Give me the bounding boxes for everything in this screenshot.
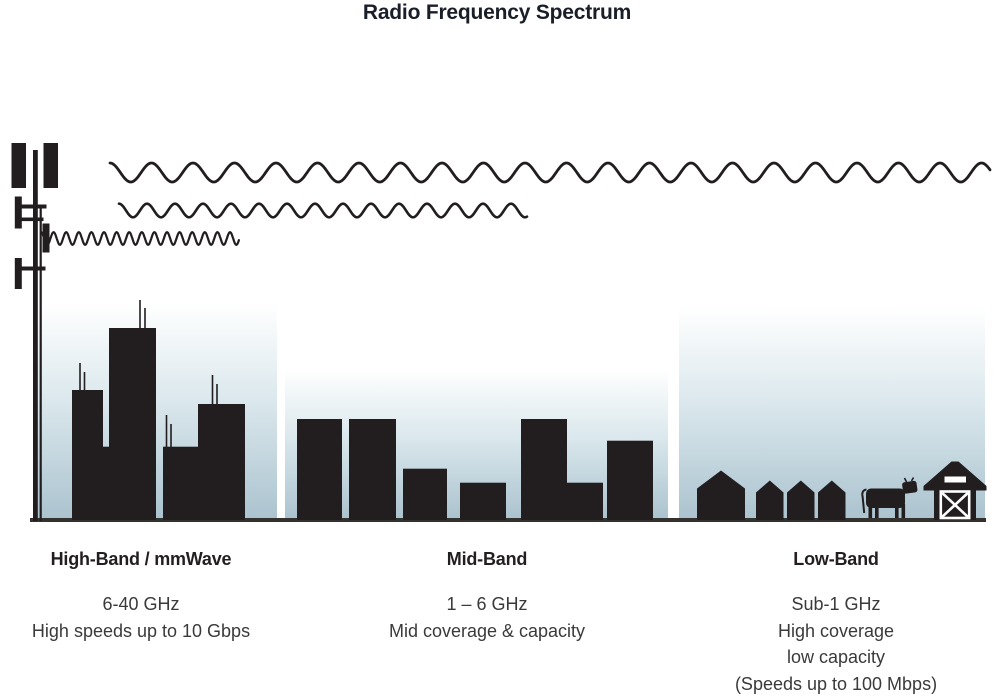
mid-band-description: Mid coverage & capacity: [388, 620, 586, 641]
high-band-description: High speeds up to 10 Gbps: [31, 620, 251, 641]
mid-band-wave: [117, 202, 529, 219]
low-band-caption: Low-Band Sub-1 GHz High coverage low cap…: [716, 548, 956, 697]
diagram-title: Radio Frequency Spectrum: [362, 1, 632, 24]
low-band-description-3: (Speeds up to 100 Mbps): [734, 673, 938, 694]
city-skyline-mid-band: [297, 419, 653, 520]
house-icon: [818, 480, 846, 520]
barn-icon: [923, 461, 987, 520]
cell-tower-icon: [11, 143, 58, 521]
house-icon: [756, 480, 784, 520]
city-skyline-high-band: [72, 300, 245, 520]
low-band-description-2: low capacity: [786, 647, 886, 667]
mid-band-frequency: 1 – 6 GHz: [446, 594, 528, 614]
ground-line: [30, 517, 986, 522]
low-band-description-1: High coverage: [777, 620, 895, 641]
low-band-wave: [108, 161, 992, 184]
high-band-frequency: 6-40 GHz: [102, 594, 180, 614]
low-band-frequency: Sub-1 GHz: [791, 594, 881, 614]
mid-band-caption: Mid-Band 1 – 6 GHz Mid coverage & capaci…: [367, 548, 607, 644]
rooftop-antenna-icons: [79, 300, 218, 447]
high-band-heading: High-Band / mmWave: [50, 549, 232, 569]
house-icon: [697, 470, 745, 520]
mid-band-heading: Mid-Band: [446, 549, 528, 569]
farm-scene: [697, 461, 987, 520]
low-band-heading: Low-Band: [793, 549, 879, 569]
high-band-wave: [39, 231, 240, 246]
high-band-caption: High-Band / mmWave 6-40 GHz High speeds …: [21, 548, 261, 644]
house-icon: [787, 480, 815, 520]
cow-icon: [861, 477, 918, 518]
radio-waves-layer: [39, 161, 992, 246]
